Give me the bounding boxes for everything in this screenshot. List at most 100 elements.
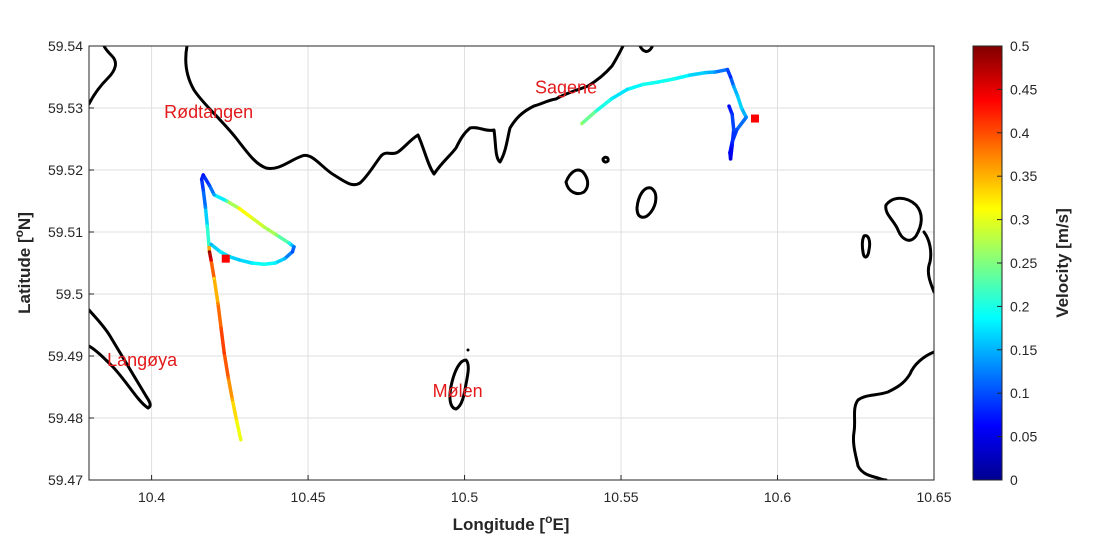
track-2-point — [713, 70, 717, 74]
track-2-point — [744, 115, 748, 119]
x-axis-label: Longitude [oE] — [453, 512, 570, 534]
east-island — [884, 196, 923, 242]
island-2 — [635, 186, 658, 219]
track-1-point — [203, 205, 208, 209]
track-1-segment — [216, 301, 223, 330]
colorbar-tick-label: 0.4 — [1010, 125, 1030, 141]
track-1-point — [219, 326, 223, 330]
track-1-point — [207, 183, 212, 188]
track-2-segment — [594, 96, 614, 113]
langoya-coastline — [89, 308, 152, 410]
y-tick-label: 59.48 — [48, 410, 83, 426]
track-1-point — [273, 261, 277, 265]
track-1-segment — [262, 225, 279, 237]
track-1-point — [250, 216, 254, 220]
track-1-segment — [209, 242, 223, 254]
track-1-point — [222, 351, 226, 355]
track-2-segment — [688, 70, 708, 77]
y-tick-label: 59.53 — [48, 100, 83, 116]
track-1-point — [205, 224, 209, 228]
island-3 — [601, 155, 610, 164]
y-tick-label: 59.49 — [48, 348, 83, 364]
y-axis-label: Latitude [oN] — [12, 212, 34, 314]
track-1-segment — [249, 215, 267, 229]
track-2-point — [727, 104, 731, 108]
southeast-coastline — [852, 350, 934, 480]
track-2-segment — [735, 115, 748, 132]
island-1 — [564, 168, 590, 196]
track-1-segment — [201, 173, 212, 188]
track-2-point — [625, 87, 629, 91]
track-1-segment — [219, 326, 226, 355]
east-coast-upper — [922, 230, 934, 294]
x-tick-label: 10.6 — [764, 489, 791, 505]
track-1-segment — [237, 258, 254, 265]
track-2-point — [739, 106, 744, 110]
track-1-point — [292, 245, 296, 249]
track-2-point — [728, 75, 733, 79]
track-1-point — [235, 419, 239, 423]
colorbar-tick-label: 0.45 — [1010, 81, 1037, 97]
track-1-point — [207, 250, 212, 254]
track-1-segment — [205, 224, 211, 247]
track-1-point — [201, 188, 205, 192]
place-label: Rødtangen — [164, 102, 253, 122]
track-2-point — [735, 94, 740, 98]
x-tick-label: 10.55 — [604, 489, 639, 505]
colorbar-tick-label: 0.15 — [1010, 342, 1037, 358]
east-islet — [860, 234, 872, 259]
track-1-segment — [201, 188, 208, 209]
y-tick-label: 59.54 — [48, 38, 83, 54]
track-1-point — [201, 173, 205, 177]
x-tick-label: 10.45 — [291, 489, 326, 505]
track-2-point — [730, 112, 734, 116]
y-tick-label: 59.51 — [48, 224, 83, 240]
track-1-segment — [209, 258, 216, 281]
plot-area — [89, 46, 934, 480]
molen-coastline — [448, 358, 470, 411]
x-tick-labels: 10.4 10.45 10.5 10.55 10.6 10.65 — [138, 475, 952, 505]
track-1-point — [230, 397, 234, 401]
molen-islet — [466, 348, 470, 352]
x-tick-label: 10.65 — [916, 489, 951, 505]
track-1-point — [287, 241, 291, 245]
track-1-point — [207, 242, 211, 246]
track-2-point — [730, 143, 734, 147]
track-1-point — [283, 257, 287, 261]
y-tick-labels: 59.47 59.48 59.49 59.5 59.51 59.52 59.53 59.54 — [48, 38, 94, 488]
track-1-segment — [212, 193, 229, 203]
track-2-point — [735, 128, 739, 132]
track-2-point — [730, 140, 734, 144]
place-labels: Rødtangen Sagene Langøya Mølen — [107, 77, 597, 401]
track-1-segment — [226, 375, 235, 402]
track-2-segment — [641, 80, 661, 87]
track-1-segment — [212, 276, 220, 306]
track-2-point — [703, 71, 708, 75]
y-tick-label: 59.52 — [48, 162, 83, 178]
track-1-segment — [230, 397, 239, 423]
colorbar-tick-label: 0.05 — [1010, 429, 1037, 445]
track-2-point — [656, 80, 661, 84]
track-2-segment — [713, 67, 730, 74]
track-1-point — [209, 258, 213, 262]
track-1-point — [226, 376, 230, 380]
northwest-peninsula-coastline — [89, 46, 117, 106]
velocity-tracks — [199, 67, 748, 442]
track-1-point — [275, 233, 279, 237]
track-1-segment — [249, 261, 267, 266]
track-1-point — [218, 250, 223, 254]
coastline — [89, 46, 934, 480]
y-tick-label: 59.5 — [56, 286, 83, 302]
track-1-segment — [275, 233, 292, 245]
track-1-point — [212, 276, 216, 281]
axes-box — [88, 45, 935, 481]
track-1-segment — [237, 206, 254, 220]
track-1-point — [250, 261, 254, 265]
place-label: Langøya — [107, 350, 178, 370]
track-2-point — [594, 109, 598, 113]
place-label: Sagene — [535, 77, 597, 97]
track-1-point — [237, 258, 241, 262]
track-2-point — [672, 77, 676, 81]
track-2-segment — [672, 73, 692, 81]
